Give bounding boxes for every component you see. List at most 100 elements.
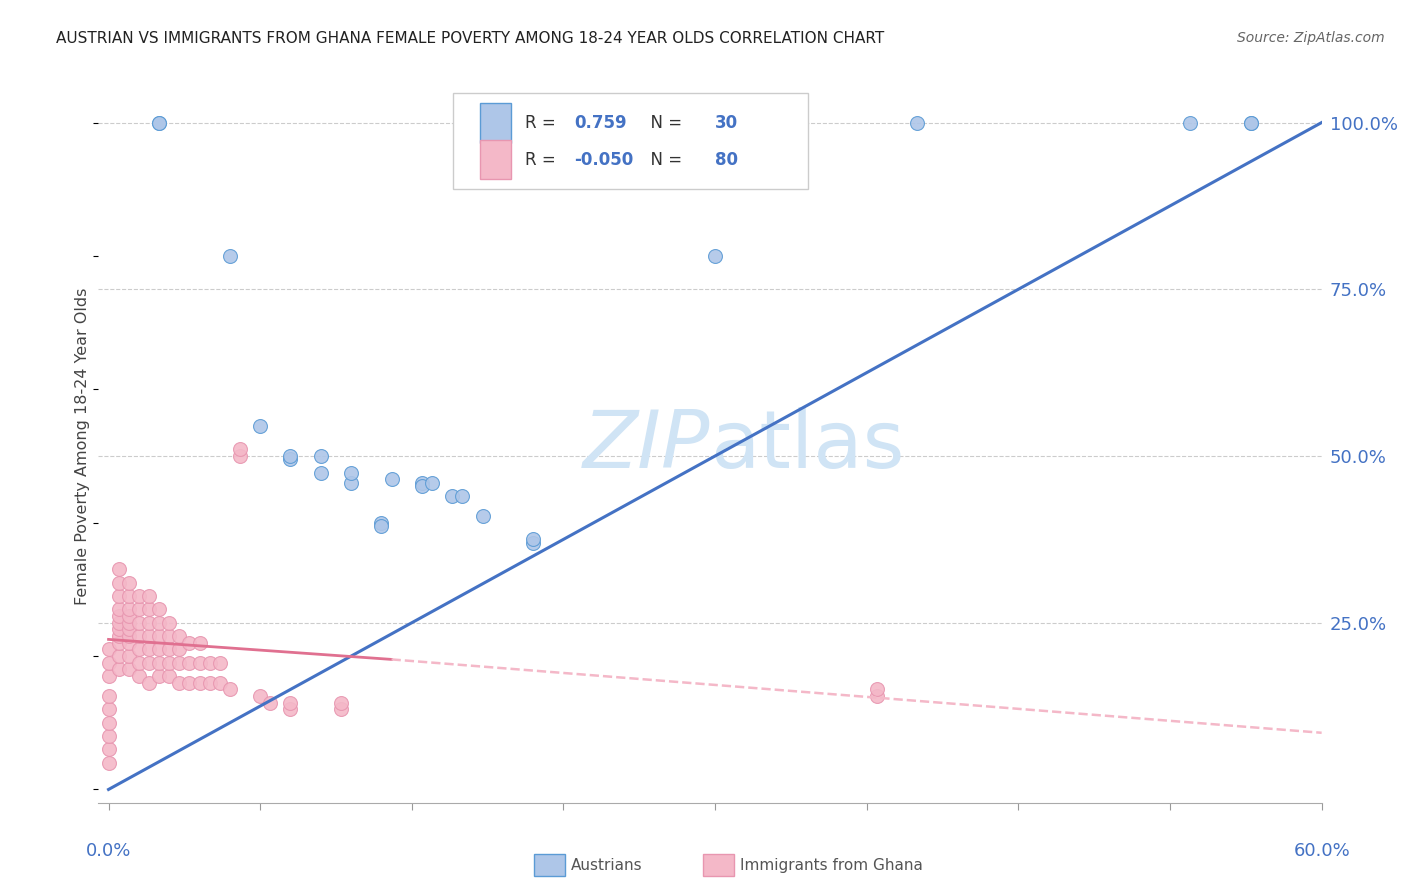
Point [128, 615, 150, 630]
Point [208, 675, 231, 690]
Point [148, 656, 170, 670]
Text: AUSTRIAN VS IMMIGRANTS FROM GHANA FEMALE POVERTY AMONG 18-24 YEAR OLDS CORRELATI: AUSTRIAN VS IMMIGRANTS FROM GHANA FEMALE… [56, 31, 884, 46]
Point [522, 533, 544, 547]
Point [148, 115, 170, 129]
Text: 0.0%: 0.0% [86, 842, 131, 860]
Point [1180, 115, 1202, 129]
Point [229, 442, 252, 457]
Point [148, 615, 170, 630]
Point [118, 629, 141, 643]
Point [471, 509, 494, 524]
Point [138, 589, 160, 603]
Point [157, 669, 180, 683]
Point [107, 575, 129, 590]
Point [411, 479, 433, 493]
Text: atlas: atlas [710, 407, 904, 485]
Point [1240, 115, 1263, 129]
Point [188, 656, 211, 670]
Point [229, 449, 252, 463]
Point [138, 642, 160, 657]
Point [118, 609, 141, 624]
Point [118, 589, 141, 603]
Point [169, 642, 191, 657]
Point [249, 419, 271, 434]
Point [198, 656, 221, 670]
Point [157, 615, 180, 630]
Point [138, 656, 160, 670]
Point [107, 623, 129, 637]
Point [107, 562, 129, 576]
Point [148, 115, 170, 129]
Point [169, 629, 191, 643]
Point [97, 689, 120, 703]
Point [188, 675, 211, 690]
Point [280, 696, 302, 710]
Text: 30: 30 [714, 114, 738, 132]
Point [128, 642, 150, 657]
Point [218, 682, 240, 697]
FancyBboxPatch shape [479, 103, 510, 143]
Point [138, 675, 160, 690]
Point [370, 516, 392, 530]
Point [107, 649, 129, 664]
Point [128, 629, 150, 643]
Point [97, 756, 120, 770]
Point [128, 656, 150, 670]
Point [157, 642, 180, 657]
Point [179, 675, 201, 690]
Point [128, 589, 150, 603]
Point [148, 642, 170, 657]
Point [522, 535, 544, 549]
Point [280, 452, 302, 467]
Point [169, 656, 191, 670]
Point [1240, 115, 1263, 129]
Point [118, 575, 141, 590]
Point [118, 649, 141, 664]
Point [198, 675, 221, 690]
Point [138, 615, 160, 630]
Point [249, 689, 271, 703]
Point [118, 662, 141, 676]
Point [118, 636, 141, 650]
Point [309, 466, 332, 480]
Point [704, 115, 727, 129]
Point [128, 669, 150, 683]
Point [138, 602, 160, 616]
Text: Source: ZipAtlas.com: Source: ZipAtlas.com [1237, 31, 1385, 45]
Point [107, 609, 129, 624]
Point [148, 602, 170, 616]
Text: 60.0%: 60.0% [1294, 842, 1350, 860]
Point [866, 682, 889, 697]
Point [330, 696, 353, 710]
Point [148, 669, 170, 683]
Point [340, 475, 363, 490]
Point [157, 629, 180, 643]
Point [118, 615, 141, 630]
Point [107, 662, 129, 676]
Point [97, 656, 120, 670]
Point [97, 642, 120, 657]
Point [280, 702, 302, 716]
Point [97, 742, 120, 756]
Point [107, 602, 129, 616]
Point [107, 629, 129, 643]
Point [370, 519, 392, 533]
Point [441, 489, 464, 503]
Point [420, 475, 443, 490]
Point [97, 669, 120, 683]
FancyBboxPatch shape [479, 140, 510, 179]
Text: R =: R = [526, 114, 567, 132]
Point [309, 449, 332, 463]
Point [179, 636, 201, 650]
Point [330, 702, 353, 716]
Text: N =: N = [640, 114, 688, 132]
Point [451, 489, 474, 503]
Point [97, 729, 120, 743]
Point [259, 696, 281, 710]
Point [107, 589, 129, 603]
Point [107, 636, 129, 650]
Point [866, 689, 889, 703]
Point [340, 466, 363, 480]
Point [97, 715, 120, 730]
FancyBboxPatch shape [453, 93, 808, 189]
